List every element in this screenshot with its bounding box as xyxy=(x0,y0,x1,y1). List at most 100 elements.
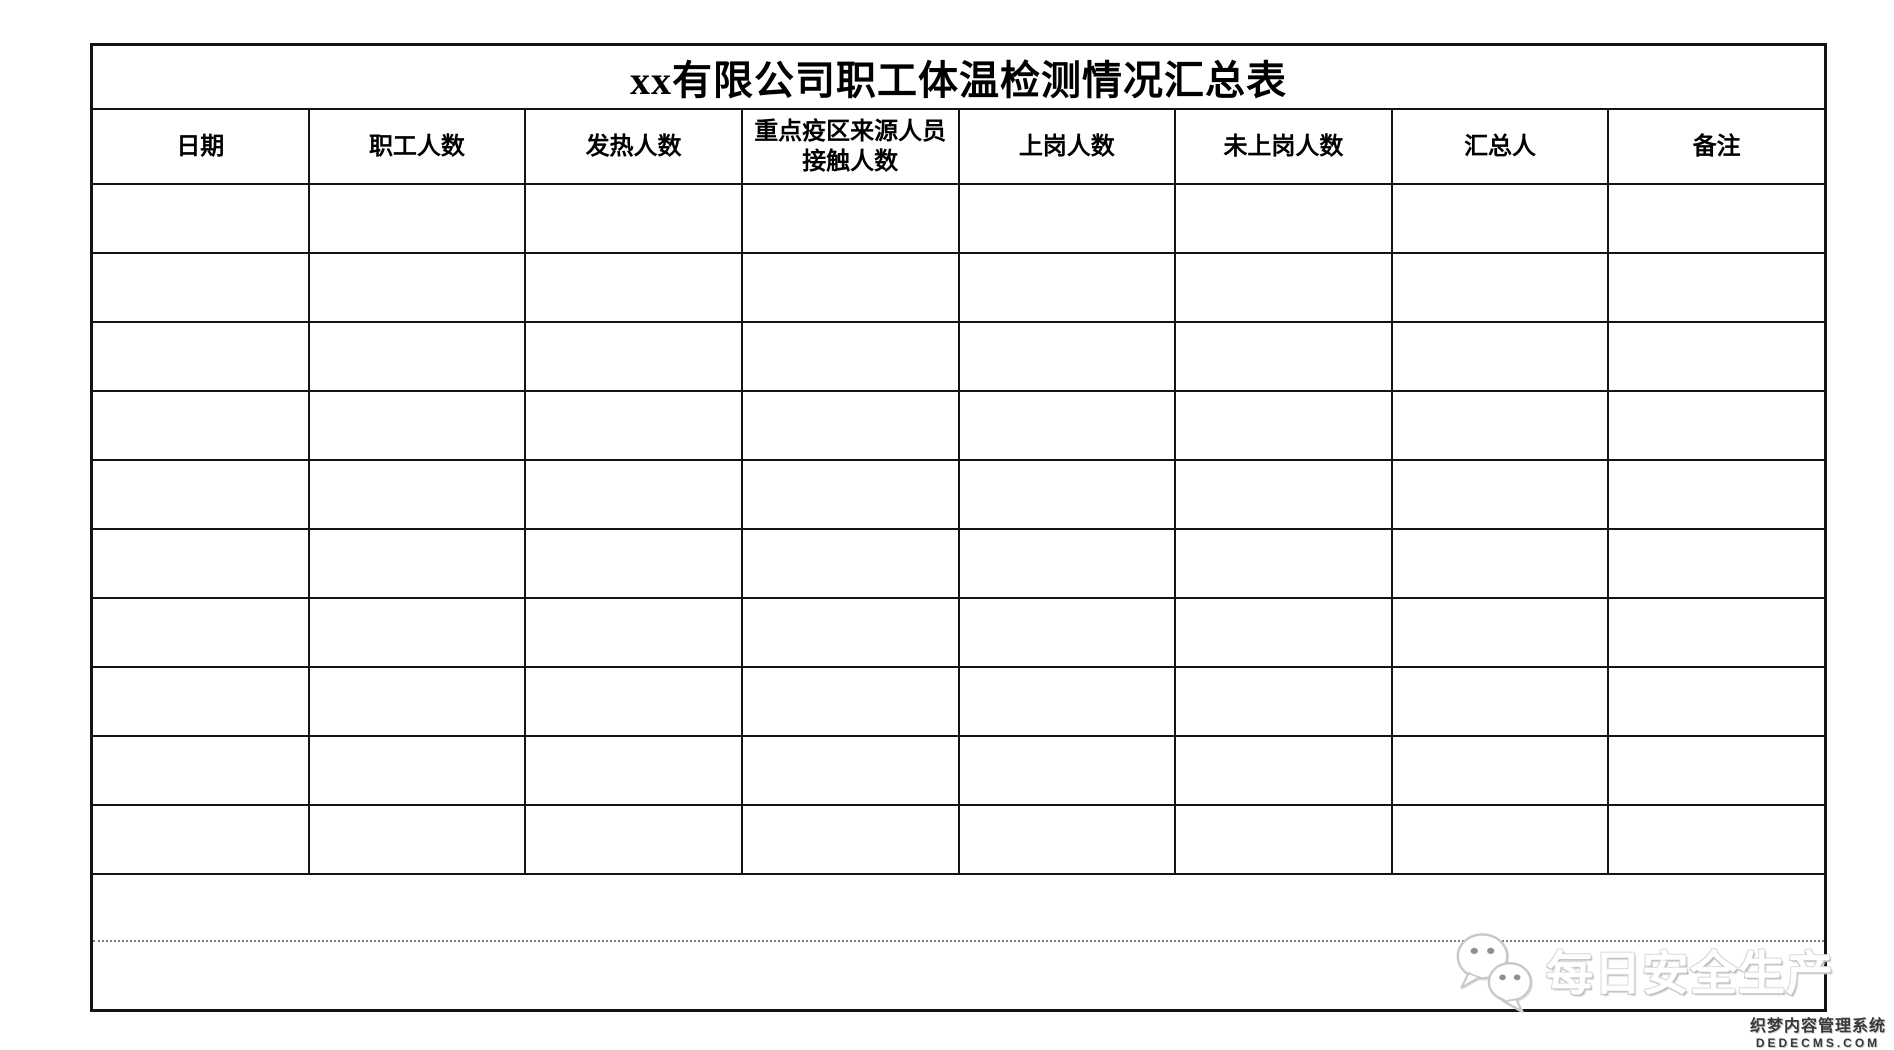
table-cell xyxy=(310,806,527,873)
cms-credit-line1: 织梦内容管理系统 xyxy=(1749,1018,1886,1035)
table-cell xyxy=(960,668,1177,735)
table-row xyxy=(93,806,1824,875)
table-cell xyxy=(960,392,1177,459)
table-cell xyxy=(743,737,960,804)
header-cell-1: 职工人数 xyxy=(310,110,527,183)
cms-credit-line2: DEDECMS.COM xyxy=(1755,1036,1881,1050)
table-cell xyxy=(1393,737,1610,804)
table-row xyxy=(93,737,1824,806)
header-cell-4: 上岗人数 xyxy=(960,110,1177,183)
table-cell xyxy=(526,599,743,666)
table-cell xyxy=(526,392,743,459)
table-cell xyxy=(1609,599,1824,666)
table-cell xyxy=(526,737,743,804)
table-cell xyxy=(1609,668,1824,735)
table-row xyxy=(93,323,1824,392)
table-cell xyxy=(1176,323,1393,390)
table-cell xyxy=(310,599,527,666)
table-cell xyxy=(1393,254,1610,321)
table-cell xyxy=(1176,806,1393,873)
table-cell xyxy=(526,323,743,390)
header-row: 日期 职工人数 发热人数 重点疫区来源人员 接触人数 上岗人数 未上岗人数 汇总人 备注 xyxy=(93,110,1824,185)
table-cell xyxy=(1609,806,1824,873)
document-table: xx有限公司职工体温检测情况汇总表 日期 职工人数 发热人数 重点疫区来源人员 接触人… xyxy=(90,43,1827,1012)
table-cell xyxy=(93,185,310,252)
table-cell xyxy=(310,737,527,804)
table-row xyxy=(93,254,1824,323)
table-cell xyxy=(1176,668,1393,735)
table-cell xyxy=(1176,461,1393,528)
table-cell xyxy=(1393,806,1610,873)
table-cell xyxy=(960,599,1177,666)
table-cell xyxy=(526,530,743,597)
table-cell xyxy=(526,668,743,735)
table-row xyxy=(93,668,1824,737)
table-cell xyxy=(743,254,960,321)
table-cell xyxy=(1176,737,1393,804)
table-row xyxy=(93,461,1824,530)
table-cell xyxy=(1393,599,1610,666)
table-cell xyxy=(93,323,310,390)
table-cell xyxy=(310,185,527,252)
table-cell xyxy=(93,668,310,735)
cms-credit: 织梦内容管理系统 DEDECMS.COM xyxy=(1750,1012,1886,1050)
table-cell xyxy=(93,806,310,873)
table-cell xyxy=(1609,185,1824,252)
table-cell xyxy=(93,392,310,459)
table-cell xyxy=(1176,254,1393,321)
table-cell xyxy=(93,461,310,528)
table-cell xyxy=(960,185,1177,252)
table-row xyxy=(93,599,1824,668)
table-cell xyxy=(960,323,1177,390)
table-cell xyxy=(1393,392,1610,459)
table-cell xyxy=(1176,530,1393,597)
table-cell xyxy=(526,254,743,321)
table-cell xyxy=(1609,254,1824,321)
footer-merged-row-1 xyxy=(93,875,1824,942)
table-cell xyxy=(1176,392,1393,459)
table-cell xyxy=(1393,668,1610,735)
table-cell xyxy=(960,530,1177,597)
table-cell xyxy=(743,185,960,252)
table-cell xyxy=(743,530,960,597)
table-cell xyxy=(743,599,960,666)
table-title: xx有限公司职工体温检测情况汇总表 xyxy=(630,58,1287,103)
table-cell xyxy=(310,323,527,390)
table-cell xyxy=(310,461,527,528)
table-row xyxy=(93,185,1824,254)
table-cell xyxy=(960,737,1177,804)
table-cell xyxy=(310,530,527,597)
table-title-row: xx有限公司职工体温检测情况汇总表 xyxy=(93,46,1824,110)
table-cell xyxy=(960,461,1177,528)
table-cell xyxy=(743,461,960,528)
header-cell-2: 发热人数 xyxy=(526,110,743,183)
table-cell xyxy=(960,254,1177,321)
table-cell xyxy=(1393,530,1610,597)
table-cell xyxy=(743,668,960,735)
table-cell xyxy=(743,392,960,459)
table-cell xyxy=(93,737,310,804)
header-cell-3: 重点疫区来源人员 接触人数 xyxy=(743,110,960,183)
table-cell xyxy=(310,668,527,735)
table-body xyxy=(93,185,1824,875)
table-row xyxy=(93,530,1824,599)
table-cell xyxy=(1609,392,1824,459)
header-cell-7: 备注 xyxy=(1692,133,1741,160)
table-cell xyxy=(310,392,527,459)
table-cell xyxy=(960,806,1177,873)
table-cell xyxy=(1176,185,1393,252)
footer-merged-row-2 xyxy=(93,942,1824,1009)
header-cell-0: 日期 xyxy=(93,110,310,183)
header-cell-5: 未上岗人数 xyxy=(1176,110,1393,183)
table-cell xyxy=(93,530,310,597)
table-cell xyxy=(1609,461,1824,528)
table-cell xyxy=(526,185,743,252)
table-cell xyxy=(1393,323,1610,390)
header-cell-6: 汇总人 xyxy=(1393,110,1610,183)
table-row xyxy=(93,392,1824,461)
table-cell xyxy=(1609,737,1824,804)
table-cell xyxy=(93,254,310,321)
table-cell xyxy=(743,806,960,873)
table-cell xyxy=(526,806,743,873)
